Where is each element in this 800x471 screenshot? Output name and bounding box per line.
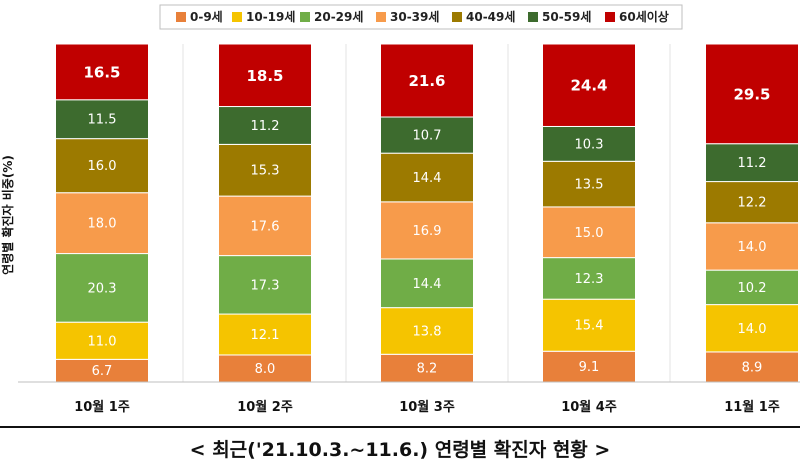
data-label: 14.0 <box>738 322 767 337</box>
bar-segment <box>705 181 799 224</box>
bar-segment <box>55 138 149 194</box>
legend-label: 10-19세 <box>246 9 295 24</box>
legend: 0-9세 10-19세 20-29세 30-39세 40-49세 50-59세 60세이상 <box>159 4 683 30</box>
data-label: 14.4 <box>413 171 442 186</box>
bar-segment <box>380 152 474 203</box>
bar-segment <box>55 99 149 140</box>
legend-label: 20-29세 <box>314 9 363 24</box>
data-label: 16.5 <box>83 63 120 81</box>
bar-segment <box>542 125 636 162</box>
data-label: 10.3 <box>575 137 604 152</box>
bar-segment <box>218 106 312 145</box>
data-label: 10.7 <box>413 129 442 144</box>
legend-swatch <box>452 12 462 22</box>
data-label: 11.2 <box>738 156 767 171</box>
chart-caption: < 최근('21.10.3.~11.6.) 연령별 확진자 현황 > <box>190 438 611 461</box>
category-label: 10월 3주 <box>399 399 455 415</box>
data-label: 11.2 <box>251 119 280 134</box>
bar-segment <box>55 192 149 255</box>
data-label: 15.4 <box>575 319 604 334</box>
bar-segment <box>380 43 474 118</box>
data-label: 12.3 <box>575 272 604 287</box>
legend-swatch <box>528 12 538 22</box>
data-label: 18.5 <box>246 67 283 85</box>
data-label: 14.4 <box>413 277 442 292</box>
legend-swatch <box>232 12 242 22</box>
data-label: 13.8 <box>413 324 442 339</box>
legend-label: 0-9세 <box>190 9 223 24</box>
data-label: 10.2 <box>738 281 767 296</box>
data-label: 9.1 <box>579 360 600 375</box>
data-label: 6.7 <box>92 364 113 379</box>
data-label: 13.5 <box>575 178 604 193</box>
data-label: 15.0 <box>575 226 604 241</box>
category-label: 10월 2주 <box>237 399 293 415</box>
data-label: 11.0 <box>88 334 117 349</box>
data-label: 18.0 <box>88 217 117 232</box>
data-label: 11.5 <box>88 113 117 128</box>
bars: 6.7 11.0 20.3 18.0 16.0 11.5 16.5 8.0 12.1 17.3 17… <box>55 43 799 383</box>
bar-segment <box>218 143 312 197</box>
y-axis-label: 연령별 확진자 비중(%) <box>0 155 15 275</box>
legend-border <box>159 4 683 30</box>
data-label: 29.5 <box>733 85 770 103</box>
bar-segment <box>55 253 149 323</box>
bar-segment <box>542 206 636 259</box>
legend-label: 30-39세 <box>390 9 439 24</box>
bar-segment <box>218 313 312 356</box>
bar-segment <box>380 201 474 260</box>
bar-segment <box>218 195 312 257</box>
bar-segment <box>380 116 474 154</box>
legend-label: 60세이상 <box>619 9 669 24</box>
bar-segment <box>380 353 474 383</box>
bar-segment <box>218 43 312 108</box>
legend-swatch <box>376 12 386 22</box>
category-label: 10월 1주 <box>74 399 130 415</box>
legend-label: 40-49세 <box>466 9 515 24</box>
bar-segment <box>705 304 799 353</box>
data-label: 12.2 <box>738 196 767 211</box>
category-labels: 10월 1주 10월 2주 10월 3주 10월 4주 11월 1주 <box>74 399 780 415</box>
category-label: 10월 4주 <box>561 399 617 415</box>
data-label: 16.0 <box>88 159 117 174</box>
bar-segment <box>542 160 636 208</box>
bar-segment <box>542 43 636 127</box>
data-label: 8.2 <box>417 362 438 377</box>
bar-segment <box>705 143 799 183</box>
legend-swatch <box>605 12 615 22</box>
bar-segment <box>542 257 636 300</box>
data-label: 21.6 <box>408 72 445 90</box>
data-label: 17.3 <box>251 278 280 293</box>
data-label: 20.3 <box>88 281 117 296</box>
data-label: 12.1 <box>251 328 280 343</box>
data-label: 8.9 <box>742 360 763 375</box>
bar-segment <box>380 307 474 355</box>
data-label: 24.4 <box>570 77 607 95</box>
bar-segment <box>705 43 799 145</box>
legend-label: 50-59세 <box>542 9 591 24</box>
data-label: 15.3 <box>251 164 280 179</box>
bar-segment <box>55 321 149 360</box>
data-label: 16.9 <box>413 224 442 239</box>
bar-segment <box>218 354 312 383</box>
data-label: 17.6 <box>251 219 280 234</box>
legend-swatch <box>300 12 310 22</box>
bar-segment <box>380 258 474 309</box>
legend-swatch <box>176 12 186 22</box>
data-label: 14.0 <box>738 240 767 255</box>
data-label: 8.0 <box>255 362 276 377</box>
bar-segment <box>542 350 636 383</box>
bar-segment <box>55 43 149 101</box>
category-label: 11월 1주 <box>724 399 780 415</box>
